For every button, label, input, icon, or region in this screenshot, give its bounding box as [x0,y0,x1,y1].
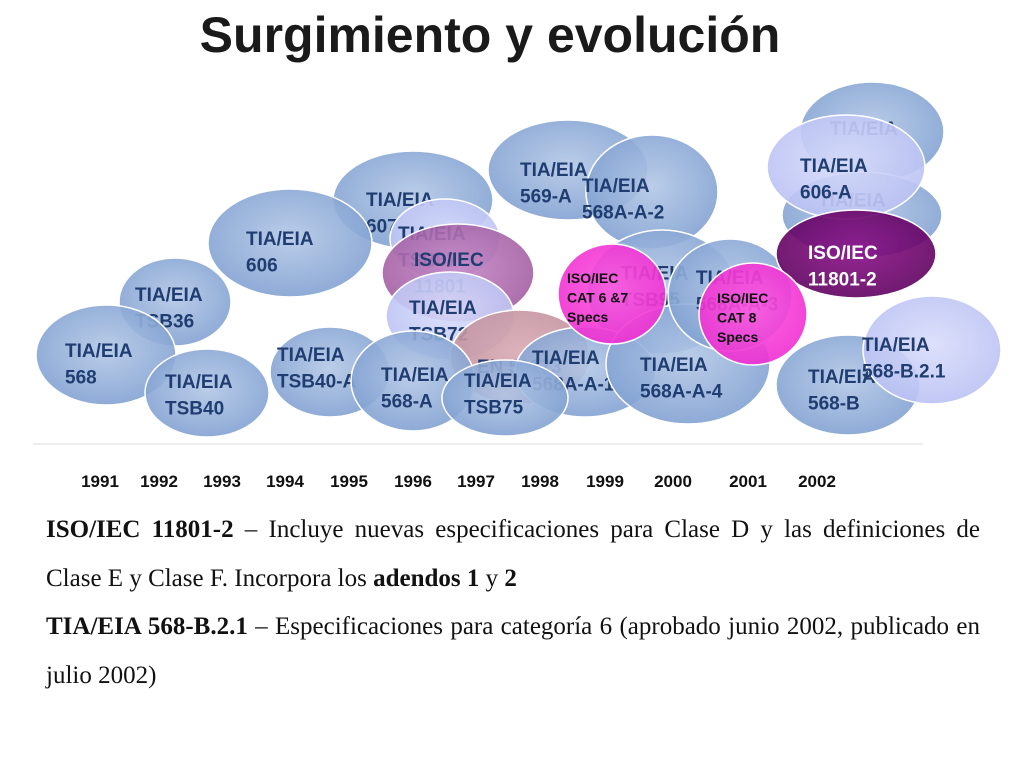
bubble-shape [441,359,569,437]
bubble-shape [775,209,937,299]
tia-568-b21-paragraph: TIA/EIA 568-B.2.1 – Especificaciones par… [46,613,980,689]
year-label: 1993 [203,472,241,491]
bubble-label: TIA/EIA 568 [65,341,133,389]
bubble-label: ISO/IEC CAT 6 &7 Specs [567,270,628,325]
year-label: 1995 [330,472,368,491]
year-label: 1992 [140,472,178,491]
year-label: 2002 [798,472,836,491]
iso-11801-2-paragraph: ISO/IEC 11801-2 – Incluye nuevas especif… [46,516,980,592]
bubble-label: TIA/EIA 568A-A-2 [582,176,664,224]
standard-bubble-b25: ISO/IEC CAT 8 Specs [698,262,808,366]
bubble-label: TIA/EIA TSB40-A [277,345,356,393]
bubble-label: TIA/EIA 606-A [800,156,868,204]
bubble-label: ISO/IEC 11801-2 [808,243,878,291]
description-text: ISO/IEC 11801-2 – Incluye nuevas especif… [46,506,980,700]
timeline-baseline [33,443,923,445]
slide-title: Surgimiento y evolución [199,7,781,63]
bubble-label: TIA/EIA 569-A [520,160,588,208]
year-label: 1991 [81,472,119,491]
standards-bubble-timeline: TIA/EIATIA/EIA569-ATIA/EIA607TIA/EIA606T… [35,81,1002,438]
bubble-label: ISO/IEC CAT 8 Specs [717,290,768,345]
standard-bubble-b5: TIA/EIA 568A-A-2 [582,134,719,250]
bubble-label: TIA/EIA TSB75 [464,371,532,419]
standard-bubble-b19: TIA/EIA TSB75 [441,359,569,437]
year-label: 1998 [521,472,559,491]
bubble-shape [698,262,808,366]
bubble-label: TIA/EIA TSB40 [165,372,233,420]
standard-bubble-b24: ISO/IEC 11801-2 [775,209,937,299]
year-label: 1999 [586,472,624,491]
bubble-label: TIA/EIA 568-B.2.1 [862,335,946,383]
year-label: 2001 [729,472,767,491]
bubble-shape [144,348,270,438]
year-label: 1994 [266,472,304,491]
standard-bubble-b20: TIA/EIA TSB40 [144,348,270,438]
bubble-label: TIA/EIA 606 [246,229,314,277]
bubble-shape [207,188,373,298]
bubble-label: TIA/EIA 568A-A-4 [640,355,723,403]
standard-bubble-b23: ISO/IEC CAT 6 &7 Specs [557,243,667,345]
year-label: 2000 [654,472,692,491]
bubble-shape [557,243,667,345]
bubble-label: TIA/EIA 568-B [808,367,876,415]
year-label: 1997 [457,472,495,491]
bubble-label: TIA/EIA 568-A [381,365,449,413]
standard-bubble-b4: TIA/EIA 606 [207,188,373,298]
standard-bubble-b26: TIA/EIA 568-B.2.1 [862,295,1002,405]
year-label: 1996 [394,472,432,491]
standard-bubble-b7: TIA/EIA 606-A [766,114,926,220]
bubble-shape [862,295,1002,405]
